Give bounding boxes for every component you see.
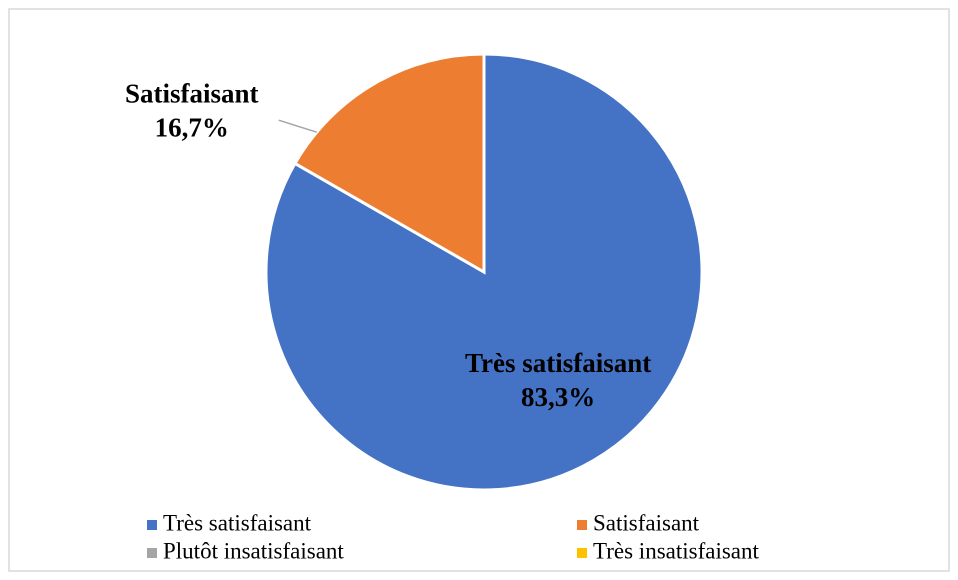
pie-slice [292, 52, 486, 275]
data-label-name: Satisfaisant [125, 78, 259, 108]
legend-label: Très satisfaisant [163, 510, 312, 535]
legend-swatch [577, 520, 587, 530]
data-label-value: 83,3% [521, 382, 595, 412]
legend-label: Satisfaisant [593, 510, 700, 535]
legend-swatch [577, 548, 587, 558]
legend-label: Très insatisfaisant [593, 538, 760, 563]
data-label-value: 16,7% [155, 112, 229, 142]
legend-swatch [147, 520, 157, 530]
legend-swatch [147, 548, 157, 558]
data-label-name: Très satisfaisant [465, 348, 651, 378]
leader-line [278, 119, 317, 133]
legend-label: Plutôt insatisfaisant [163, 538, 344, 563]
